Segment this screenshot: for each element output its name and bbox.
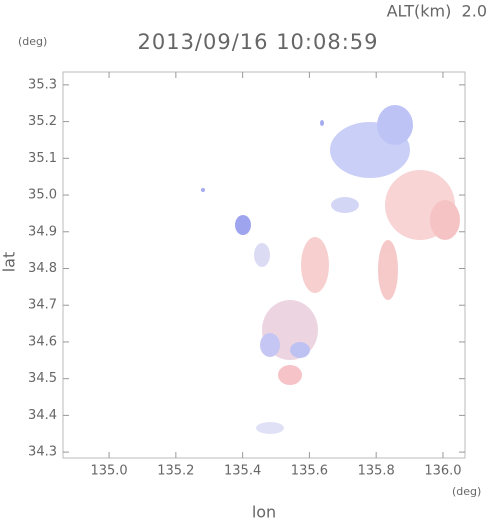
echo xyxy=(377,105,413,145)
y-tick-label: 35.0 xyxy=(28,188,57,203)
x-tick-label: 135.2 xyxy=(157,464,194,479)
echo xyxy=(235,215,251,235)
altitude-annotation: ALT(km) 2.0 xyxy=(387,2,487,21)
plot-frame xyxy=(62,71,466,459)
echo xyxy=(256,422,284,434)
y-unit: (deg) xyxy=(18,35,47,48)
echo xyxy=(201,188,205,192)
y-tick-label: 35.3 xyxy=(28,77,57,92)
y-tick-label: 34.3 xyxy=(28,445,57,460)
x-tick-label: 135.6 xyxy=(291,464,328,479)
echo xyxy=(301,237,329,293)
echo xyxy=(331,197,359,213)
x-tick-label: 135.4 xyxy=(224,464,261,479)
echo xyxy=(260,333,280,357)
y-tick-label: 34.4 xyxy=(28,408,57,423)
y-tick-label: 35.1 xyxy=(28,151,57,166)
x-tick-label: 135.8 xyxy=(358,464,395,479)
x-tick-label: 136.0 xyxy=(424,464,461,479)
chart-title: 2013/09/16 10:08:59 xyxy=(137,30,378,54)
y-tick-label: 34.5 xyxy=(28,371,57,386)
y-axis-label: lat xyxy=(0,252,19,273)
echo xyxy=(278,365,302,385)
echo xyxy=(290,342,310,358)
y-tick-label: 34.9 xyxy=(28,224,57,239)
x-unit: (deg) xyxy=(452,485,481,498)
y-tick-label: 35.2 xyxy=(28,114,57,129)
echo xyxy=(254,243,270,267)
x-tick-label: 135.0 xyxy=(90,464,127,479)
echo xyxy=(430,200,460,240)
y-tick-label: 34.8 xyxy=(28,261,57,276)
echo xyxy=(320,120,324,126)
x-axis-label: lon xyxy=(252,503,276,522)
echo xyxy=(378,240,398,300)
radar-echoes xyxy=(201,105,460,434)
y-tick-label: 34.6 xyxy=(28,334,57,349)
y-tick-label: 34.7 xyxy=(28,298,57,313)
